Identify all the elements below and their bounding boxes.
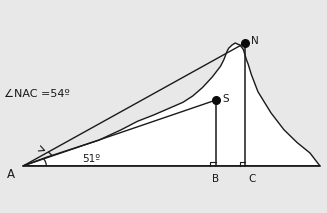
Text: N: N <box>251 36 259 46</box>
Text: B: B <box>212 174 219 184</box>
Text: ∠NAC =54º: ∠NAC =54º <box>4 89 70 99</box>
Text: S: S <box>223 94 229 104</box>
Text: A: A <box>7 168 15 181</box>
Polygon shape <box>24 43 320 166</box>
Text: 51º: 51º <box>82 154 100 164</box>
Text: C: C <box>248 174 255 184</box>
